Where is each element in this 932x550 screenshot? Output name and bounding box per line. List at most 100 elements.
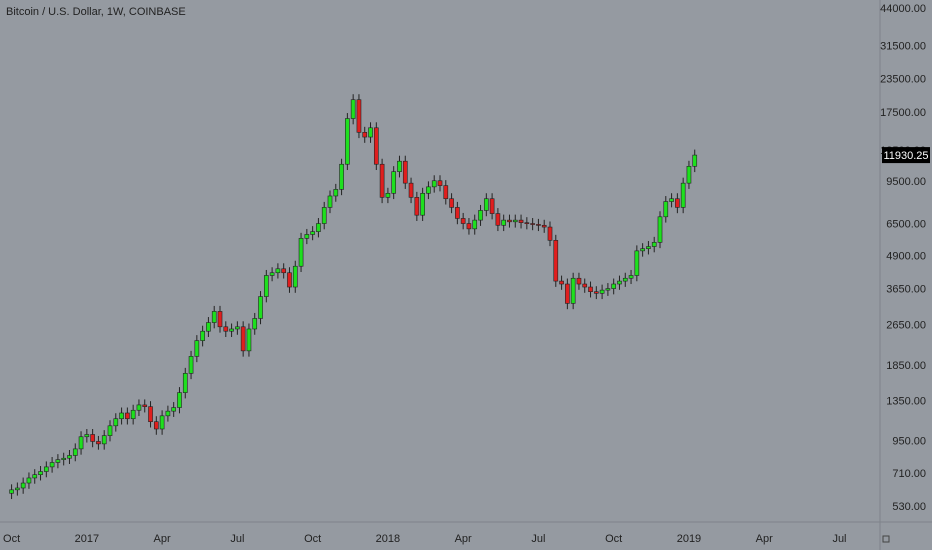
x-tick-label: 2018 <box>376 533 400 545</box>
candle-body <box>217 311 223 328</box>
candle-body <box>333 189 339 197</box>
candle-body <box>420 192 425 216</box>
candle-body <box>223 326 229 332</box>
candle-body <box>281 268 287 274</box>
candle-body <box>206 322 211 332</box>
candle-body <box>339 163 344 190</box>
candle-body <box>669 198 674 202</box>
x-tick-label: Oct <box>605 533 622 545</box>
candle-body <box>483 198 489 211</box>
candle-body <box>460 218 466 224</box>
candle-body <box>524 222 530 224</box>
candle-body <box>263 275 269 297</box>
y-tick-label: 17500.00 <box>880 107 926 119</box>
candle-body <box>252 318 258 330</box>
candle-body <box>38 471 43 475</box>
candle-body <box>130 409 136 420</box>
candle-body <box>136 404 142 411</box>
candle-body <box>541 224 547 228</box>
candle-body <box>547 226 553 241</box>
candle-body <box>570 277 576 304</box>
candle-body <box>553 240 559 282</box>
candle-body <box>657 216 663 243</box>
candle-body <box>663 201 669 218</box>
x-tick-label: Jul <box>230 533 244 545</box>
candle-body <box>113 418 119 427</box>
x-tick-label: Jul <box>832 533 846 545</box>
candle-body <box>292 265 298 288</box>
candle-body <box>565 283 570 304</box>
candle-body <box>177 392 182 408</box>
candle-body <box>501 219 507 226</box>
candle-body <box>495 213 501 226</box>
candle-body <box>235 326 240 330</box>
candle-body <box>518 219 524 223</box>
candle-body <box>43 466 49 472</box>
candle-body <box>148 406 153 423</box>
x-tick-label: Jul <box>531 533 545 545</box>
candle-body <box>84 434 90 438</box>
candle-body <box>437 180 443 186</box>
candle-body <box>640 248 645 252</box>
candle-body <box>617 280 622 285</box>
candle-body <box>9 489 14 494</box>
candle-body <box>507 219 512 223</box>
y-tick-label: 1350.00 <box>886 396 926 408</box>
y-tick-label: 530.00 <box>892 501 926 513</box>
y-tick-label: 710.00 <box>892 468 926 480</box>
candle-body <box>304 234 310 239</box>
candle-body <box>287 272 292 288</box>
candle-body <box>90 434 95 442</box>
candle-body <box>49 462 55 468</box>
candle-body <box>194 340 200 357</box>
candle-body <box>431 180 437 188</box>
candle-body <box>379 163 385 198</box>
candle-body <box>611 283 617 289</box>
candle-body <box>96 441 101 445</box>
candle-body <box>20 482 26 489</box>
candle-body <box>61 457 67 460</box>
candle-body <box>15 487 20 491</box>
candle-body <box>449 198 454 208</box>
y-tick-label: 2650.00 <box>886 320 926 332</box>
candle-body <box>530 223 535 225</box>
candle-body <box>310 231 315 235</box>
candle-body <box>165 410 171 417</box>
candle-body <box>692 154 698 167</box>
candle-body <box>622 277 628 282</box>
candle-body <box>489 198 495 214</box>
candle-body <box>628 275 634 279</box>
x-tick-label: 2017 <box>75 533 99 545</box>
candle-body <box>605 288 611 291</box>
candle-body <box>472 219 478 230</box>
candle-body <box>229 328 234 332</box>
candle-body <box>316 223 321 232</box>
chart-title: Bitcoin / U.S. Dollar, 1W, COINBASE <box>6 6 186 18</box>
candle-body <box>455 207 460 219</box>
candle-body <box>397 160 402 172</box>
candle-body <box>536 224 541 226</box>
candle-body <box>200 330 205 341</box>
candle-body <box>246 328 252 352</box>
y-tick-label: 4900.00 <box>886 250 926 262</box>
candle-body <box>32 474 38 479</box>
candle-body <box>588 286 593 292</box>
x-tick-label: Oct <box>3 533 20 545</box>
candle-body <box>298 238 304 267</box>
y-tick-label: 44000.00 <box>880 3 926 15</box>
x-tick-label: Apr <box>154 533 171 545</box>
last-price-label: 11930.25 <box>883 150 928 162</box>
candle-body <box>26 477 32 484</box>
candle-body <box>107 425 113 436</box>
candle-body <box>153 421 159 430</box>
candle-body <box>78 436 84 450</box>
x-tick-label: Oct <box>304 533 321 545</box>
y-tick-label: 1850.00 <box>886 360 926 372</box>
candle-body <box>599 289 605 294</box>
candle-body <box>634 250 640 276</box>
candle-body <box>119 412 124 420</box>
y-tick-label: 950.00 <box>892 435 926 447</box>
y-tick-label: 23500.00 <box>880 74 926 86</box>
